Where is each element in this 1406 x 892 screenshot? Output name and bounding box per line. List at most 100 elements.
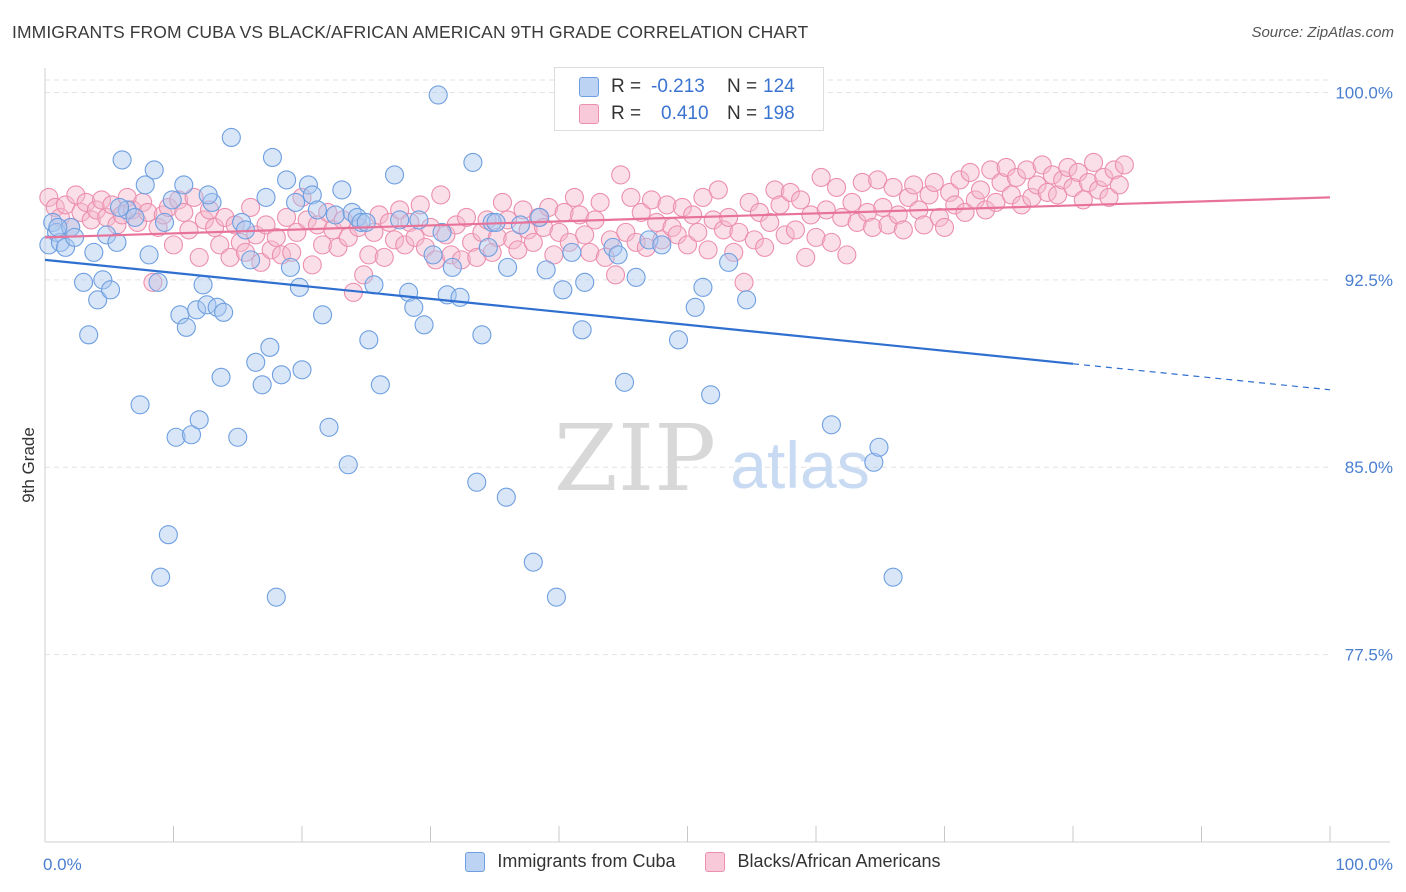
data-point-cuba (428, 85, 448, 105)
data-point-cuba (685, 297, 705, 317)
data-point-blacks (898, 187, 919, 207)
data-point-cuba (546, 587, 566, 607)
y-tick-label: 100.0% (1335, 83, 1393, 102)
data-point-cuba (404, 297, 424, 317)
data-point-blacks (806, 227, 826, 247)
data-point-blacks (163, 235, 184, 255)
data-point-cuba (737, 290, 757, 310)
data-point-blacks (81, 210, 101, 230)
data-point-blacks (600, 230, 620, 250)
data-point-cuba (189, 410, 209, 430)
data-point-blacks (189, 247, 209, 267)
data-point-cuba (562, 242, 582, 262)
data-point-cuba (652, 235, 672, 255)
legend-n-value: 198 (763, 103, 795, 124)
data-point-cuba (719, 252, 739, 272)
legend-item-blacks[interactable]: Blacks/African Americans (705, 851, 941, 872)
data-point-blacks (1099, 187, 1119, 207)
data-point-blacks (729, 222, 749, 242)
data-point-blacks (616, 222, 636, 242)
series-immigrants-from-cuba (39, 85, 903, 607)
data-point-blacks (39, 187, 59, 207)
data-point-blacks (1053, 170, 1073, 190)
data-point-cuba (359, 330, 379, 350)
data-point-blacks (86, 200, 106, 220)
legend-item-cuba[interactable]: Immigrants from Cuba (465, 851, 675, 872)
data-point-blacks (456, 207, 477, 227)
axes (44, 68, 1390, 843)
data-point-blacks (143, 272, 163, 292)
data-point-blacks (328, 237, 348, 257)
data-point-cuba (298, 175, 318, 195)
data-point-cuba (176, 317, 196, 337)
data-point-blacks (287, 222, 307, 242)
data-point-cuba (214, 302, 234, 322)
y-tick-label: 85.0% (1345, 458, 1393, 477)
data-point-cuba (338, 455, 358, 475)
data-point-blacks (621, 187, 641, 207)
data-point-cuba (498, 257, 518, 277)
y-tick-label: 92.5% (1345, 271, 1393, 290)
data-point-cuba (608, 245, 628, 265)
data-point-cuba (523, 552, 543, 572)
legend-label-cuba: Immigrants from Cuba (497, 851, 676, 871)
legend-n-value: 124 (763, 76, 795, 97)
data-point-blacks (415, 237, 435, 257)
data-point-blacks (677, 235, 698, 255)
data-point-cuba (450, 287, 470, 307)
data-point-cuba (572, 320, 592, 340)
data-point-blacks (775, 225, 795, 245)
data-point-cuba (79, 325, 99, 345)
data-point-cuba (390, 210, 410, 230)
chart-title: IMMIGRANTS FROM CUBA VS BLACK/AFRICAN AM… (12, 22, 809, 42)
data-point-cuba (166, 427, 186, 447)
legend-r-label: R = (611, 76, 642, 97)
data-point-blacks (359, 245, 379, 265)
y-axis-label: 9th Grade (19, 427, 38, 503)
data-point-blacks (174, 202, 194, 222)
data-point-blacks (631, 202, 651, 222)
data-point-blacks (102, 195, 122, 215)
data-point-cuba (553, 280, 573, 300)
data-point-cuba (139, 245, 159, 265)
data-point-blacks (492, 192, 513, 212)
data-point-blacks (220, 247, 240, 267)
data-point-blacks (1032, 155, 1052, 175)
data-point-blacks (1006, 167, 1027, 187)
data-point-cuba (472, 325, 492, 345)
data-point-blacks (1094, 167, 1114, 187)
data-point-blacks (508, 240, 528, 260)
data-point-blacks (919, 185, 939, 205)
data-point-blacks (852, 172, 872, 192)
data-point-cuba (48, 217, 68, 237)
data-point-cuba (384, 165, 405, 185)
series-legend: Immigrants from Cuba Blacks/African Amer… (0, 851, 1406, 872)
data-point-blacks (816, 200, 836, 220)
data-point-blacks (785, 220, 805, 240)
data-point-cuba (193, 275, 213, 295)
data-point-blacks (302, 255, 322, 275)
data-point-cuba (289, 277, 309, 297)
data-point-blacks (590, 192, 610, 212)
data-point-cuba (478, 237, 498, 257)
data-point-blacks (868, 170, 888, 190)
data-point-cuba (125, 207, 145, 227)
gridlines (45, 79, 1330, 656)
data-point-cuba (252, 375, 272, 395)
data-point-cuba (174, 175, 194, 195)
data-point-cuba (271, 365, 291, 385)
data-point-blacks (821, 232, 841, 252)
data-point-cuba (256, 187, 276, 207)
source-credit: Source: ZipAtlas.com (1251, 24, 1394, 41)
data-point-blacks (672, 197, 692, 217)
trend-line-cuba-extrapolated (1072, 363, 1331, 391)
data-point-cuba (286, 192, 306, 212)
data-point-cuba (292, 360, 312, 380)
data-point-blacks (688, 222, 708, 242)
data-point-cuba (109, 197, 130, 217)
data-point-blacks (261, 240, 281, 260)
data-point-cuba (130, 395, 150, 415)
data-point-blacks (575, 225, 595, 245)
data-point-blacks (837, 245, 857, 265)
data-point-cuba (280, 257, 300, 277)
